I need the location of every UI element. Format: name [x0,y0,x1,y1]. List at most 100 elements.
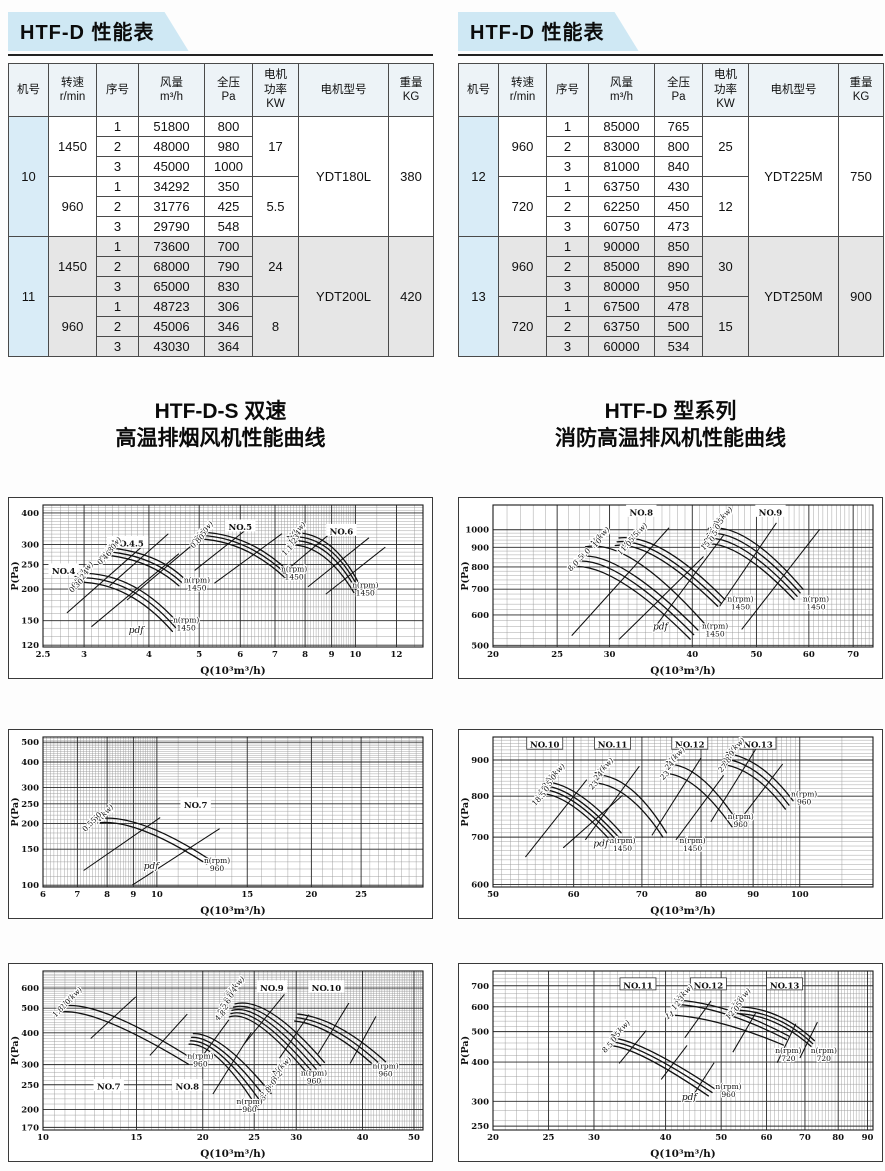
table-row: 3 60000 534 [459,336,884,357]
cell-rpm: 960 [498,116,547,177]
svg-text:500: 500 [21,738,39,748]
svg-text:900: 900 [471,756,489,766]
cell-power: 15 [702,296,749,357]
svg-text:70: 70 [847,650,859,660]
cell-rpm: 1450 [48,236,97,297]
svg-text:n(rpm)720: n(rpm) 720 [775,1046,801,1063]
svg-text:NO.11: NO.11 [623,981,653,991]
svg-text:8: 8 [302,650,308,660]
svg-text:50: 50 [751,650,763,660]
svg-text:25: 25 [551,650,563,660]
svg-text:100: 100 [791,890,809,900]
svg-text:15: 15 [131,1133,143,1143]
cell-flow: 48723 [138,296,205,317]
cell-flow: 48000 [138,136,205,157]
table-row: 2 83000 800 [459,136,884,157]
svg-text:8: 8 [104,890,110,900]
svg-text:20: 20 [197,1133,209,1143]
table-row: 3 29790 548 [9,216,434,237]
svg-text:Q(10³m³/h): Q(10³m³/h) [200,1148,265,1160]
cell-pressure: 350 [204,176,253,197]
cell-flow: 65000 [138,276,205,297]
cell-flow: 85000 [588,256,655,277]
svg-text:NO.6: NO.6 [330,527,354,537]
cell-pressure: 306 [204,296,253,317]
svg-text:30: 30 [588,1133,600,1143]
cell-pressure: 840 [654,156,703,177]
svg-text:200: 200 [21,585,39,595]
column-header: 序号 [96,63,139,117]
svg-text:700: 700 [471,833,489,843]
svg-text:250: 250 [21,1081,39,1091]
cell-pressure: 430 [654,176,703,197]
table-row: 2 63750 500 [459,316,884,337]
cell-power: 5.5 [252,176,299,237]
cell-seq: 1 [546,176,589,197]
svg-text:n(rpm)960: n(rpm) 960 [204,856,230,873]
svg-text:25: 25 [248,1133,260,1143]
table-row: 2 31776 425 [9,196,434,217]
cell-flow: 67500 [588,296,655,317]
cell-motor: YDT180L [298,116,389,237]
svg-text:Q(10³m³/h): Q(10³m³/h) [200,665,265,677]
cell-seq: 2 [96,256,139,277]
column-header: 序号 [546,63,589,117]
svg-text:600: 600 [471,611,489,621]
svg-text:600: 600 [21,984,39,994]
svg-text:300: 300 [471,1097,489,1107]
cell-power: 12 [702,176,749,237]
svg-text:25: 25 [355,890,367,900]
column-header: 风量 m³/h [588,63,655,117]
cell-seq: 1 [546,236,589,257]
cell-pressure: 346 [204,316,253,337]
cell-seq: 3 [96,156,139,177]
cell-rpm: 960 [48,176,97,237]
svg-text:5: 5 [196,650,202,660]
cell-rpm: 960 [498,236,547,297]
cell-flow: 81000 [588,156,655,177]
svg-text:70: 70 [799,1133,811,1143]
svg-text:3: 3 [81,650,87,660]
svg-text:NO.10: NO.10 [530,741,560,751]
svg-text:Q(10³m³/h): Q(10³m³/h) [200,905,265,917]
svg-text:500: 500 [471,1028,489,1038]
cell-pressure: 364 [204,336,253,357]
table-row: 10 1450 1 51800 800 17 YDT180L 380 [8,116,434,237]
svg-text:pdf: pdf [682,1093,699,1103]
svg-text:50: 50 [487,890,499,900]
table-row: 2 45006 346 [9,316,434,337]
cell-seq: 2 [96,196,139,217]
cell-motor: YDT225M [748,116,839,237]
svg-text:9: 9 [329,650,335,660]
performance-curve-chart-1: 2.5 3 4 5 6 7 8 9 10 12 120 150 200 250 300 400 NO.4 NO.4… [8,497,433,679]
svg-text:NO.9: NO.9 [260,984,284,994]
cell-pressure: 800 [204,116,253,137]
svg-text:70: 70 [636,890,648,900]
svg-text:NO.7: NO.7 [97,1083,121,1093]
section-banner: HTF-D 性能表 [458,12,639,51]
svg-text:7: 7 [272,650,278,660]
column-header: 机号 [458,63,499,117]
cell-rpm: 720 [498,176,547,237]
svg-text:800: 800 [471,563,489,573]
svg-text:200: 200 [21,820,39,830]
svg-text:Q(10³m³/h): Q(10³m³/h) [650,905,715,917]
svg-text:pdf: pdf [144,862,161,872]
svg-text:n(rpm)960: n(rpm) 960 [728,812,754,829]
cell-flow: 51800 [138,116,205,137]
table-row: 2 85000 890 [459,256,884,277]
svg-text:n(rpm)960: n(rpm) 960 [301,1068,327,1085]
svg-text:40: 40 [357,1133,369,1143]
svg-text:20: 20 [305,890,317,900]
svg-text:P(Pa): P(Pa) [460,1036,471,1065]
svg-text:NO.11: NO.11 [598,741,628,751]
cell-seq: 2 [96,316,139,337]
svg-text:250: 250 [21,800,39,810]
cell-flow: 60750 [588,216,655,237]
svg-text:120: 120 [21,641,39,651]
cell-pressure: 980 [204,136,253,157]
svg-text:P(Pa): P(Pa) [10,561,21,590]
svg-text:170: 170 [21,1123,39,1133]
cell-pressure: 765 [654,116,703,137]
